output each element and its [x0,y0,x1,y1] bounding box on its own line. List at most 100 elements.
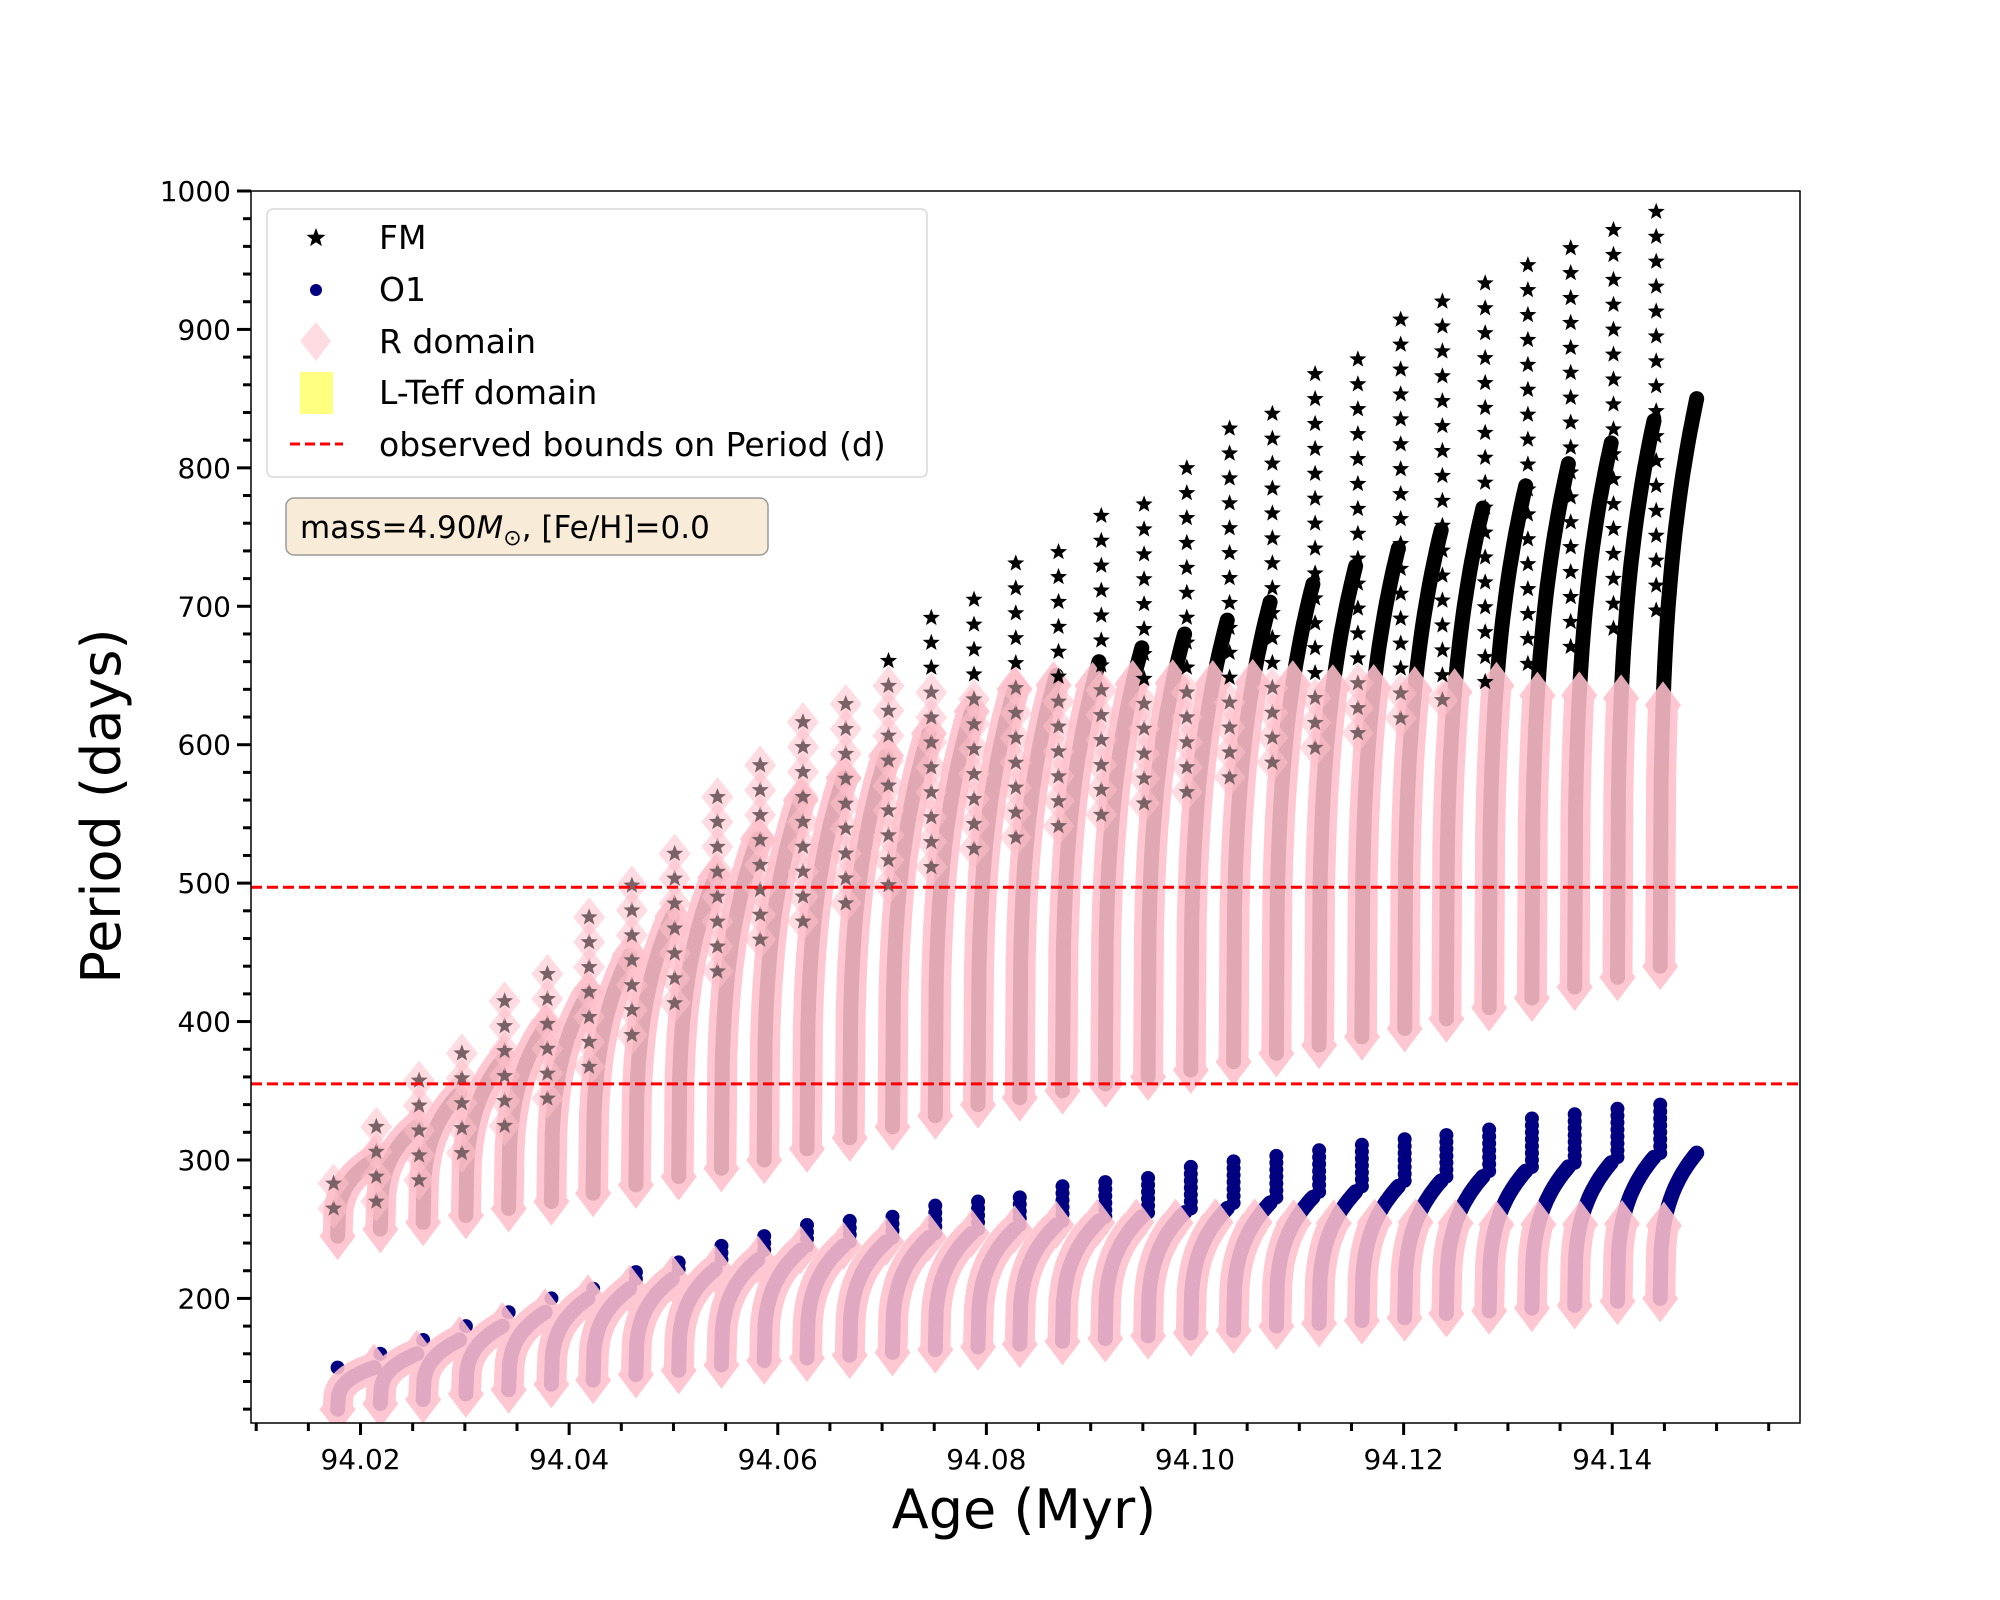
o1-marker [1055,1179,1070,1194]
fm-star-marker [580,1057,598,1074]
r-domain-marker [1315,1199,1352,1248]
fm-star-marker [1092,805,1110,822]
fm-star-marker [1178,509,1196,526]
legend-label-fm: FM [379,218,426,257]
legend-label-r-domain: R domain [379,322,536,361]
r-domain-marker [1386,1293,1423,1342]
r-domain-marker [1118,1198,1155,1247]
fm-star-marker [1263,554,1281,571]
x-tick-label: 94.04 [529,1443,609,1476]
fm-star-marker [538,1064,556,1081]
fm-star-marker [1433,292,1451,309]
fm-star-marker [922,608,940,626]
fm-star-marker [1519,256,1537,273]
fm-star-marker [1562,363,1580,380]
r-domain-marker [1562,1200,1599,1249]
r-domain-marker [1172,1309,1209,1358]
fm-star-marker [1647,476,1665,494]
fm-star-marker [496,1042,514,1059]
fm-star-marker [1349,474,1367,492]
r-domain-marker [1513,1284,1550,1333]
r-domain-marker [1343,1296,1380,1345]
o1-marker [1226,1154,1241,1169]
fm-star-marker [1392,460,1410,477]
fm-star-marker [1433,591,1451,608]
fm-star-marker [1519,555,1537,572]
fm-star-marker [1349,499,1367,517]
r-domain-marker-band [1090,672,1148,1084]
fm-star-marker [1178,533,1196,551]
fm-star-marker [580,983,598,1000]
r-domain-marker [1079,1198,1116,1247]
fm-star-marker [1604,495,1622,512]
fm-star-marker [1476,598,1494,615]
fm-star-marker [965,814,983,832]
fm-star-marker [1647,526,1665,543]
fm-star-marker [1476,573,1494,590]
fm-star-marker [1135,719,1153,736]
fm-star-marker [1092,731,1110,748]
r-domain-marker [1001,1320,1038,1369]
fm-star-marker [965,715,983,732]
r-domain-marker-band [877,721,944,1127]
fm-star-marker [1476,473,1494,490]
fm-star-marker [1604,320,1622,337]
fm-star-marker [1263,504,1281,521]
r-domain-marker [1599,1277,1636,1326]
fm-star-marker [879,826,898,843]
fm-star-marker [1135,520,1153,537]
fm-star-marker [1433,691,1451,708]
o1-marker [1439,1128,1454,1143]
fm-star-marker [1306,738,1324,756]
fm-star-marker [623,901,641,918]
fm-star-marker [965,765,983,782]
fm-star-marker [708,837,726,855]
fm-star-marker [1306,365,1324,382]
fm-star-marker [1562,612,1580,630]
fm-star-marker [922,758,940,775]
fm-star-marker [1562,438,1580,455]
fm-star-marker [325,1199,343,1216]
fm-star-marker [1306,639,1324,656]
r-domain-marker [1130,1052,1167,1101]
r-domain-marker [746,1336,783,1385]
r-domain-marker [405,1198,442,1247]
fm-star-marker [1562,488,1580,505]
fm-star-marker [794,812,812,830]
fm-star-marker [1007,604,1025,621]
fm-star-marker [837,819,855,836]
r-domain-marker-band [1559,694,1595,988]
fm-star-marker [1476,523,1494,540]
fm-star-marker [1519,530,1537,547]
fm-star-marker [1604,270,1622,287]
fm-star-marker [453,1119,471,1136]
fm-star-marker [1263,753,1281,770]
fm-star-marker [453,1144,471,1161]
fm-star-marker [751,830,769,848]
fm-star-marker [1007,703,1025,721]
fm-star-marker [496,992,514,1009]
r-domain-marker [1343,1012,1380,1061]
fm-star-marker [1306,539,1324,556]
fm-star-marker [1050,792,1068,809]
fm-star-marker [922,683,940,700]
fm-star-marker [1476,623,1494,640]
r-domain-marker [1642,1274,1679,1323]
fm-star-marker [1604,569,1622,586]
r-domain-marker [1645,1201,1682,1250]
fm-star-marker [1349,649,1367,666]
x-tick-label: 94.14 [1572,1443,1652,1476]
annotation-text: mass=4.90M⊙, [Fe/H]=0.0 [300,510,710,551]
r-domain-marker [1215,1037,1252,1086]
fm-star-marker [922,708,940,725]
fm-star-marker [1604,470,1622,487]
fm-star-marker [1221,444,1239,461]
fm-star-marker [1221,718,1239,735]
fm-star-marker [1263,653,1281,671]
fm-star-marker [1476,373,1494,391]
r-domain-marker [617,1160,654,1209]
r-domain-marker [575,1356,612,1405]
fm-star-marker [1392,559,1410,576]
fm-star-marker [1050,767,1068,784]
r-domain-marker [1215,1306,1252,1355]
